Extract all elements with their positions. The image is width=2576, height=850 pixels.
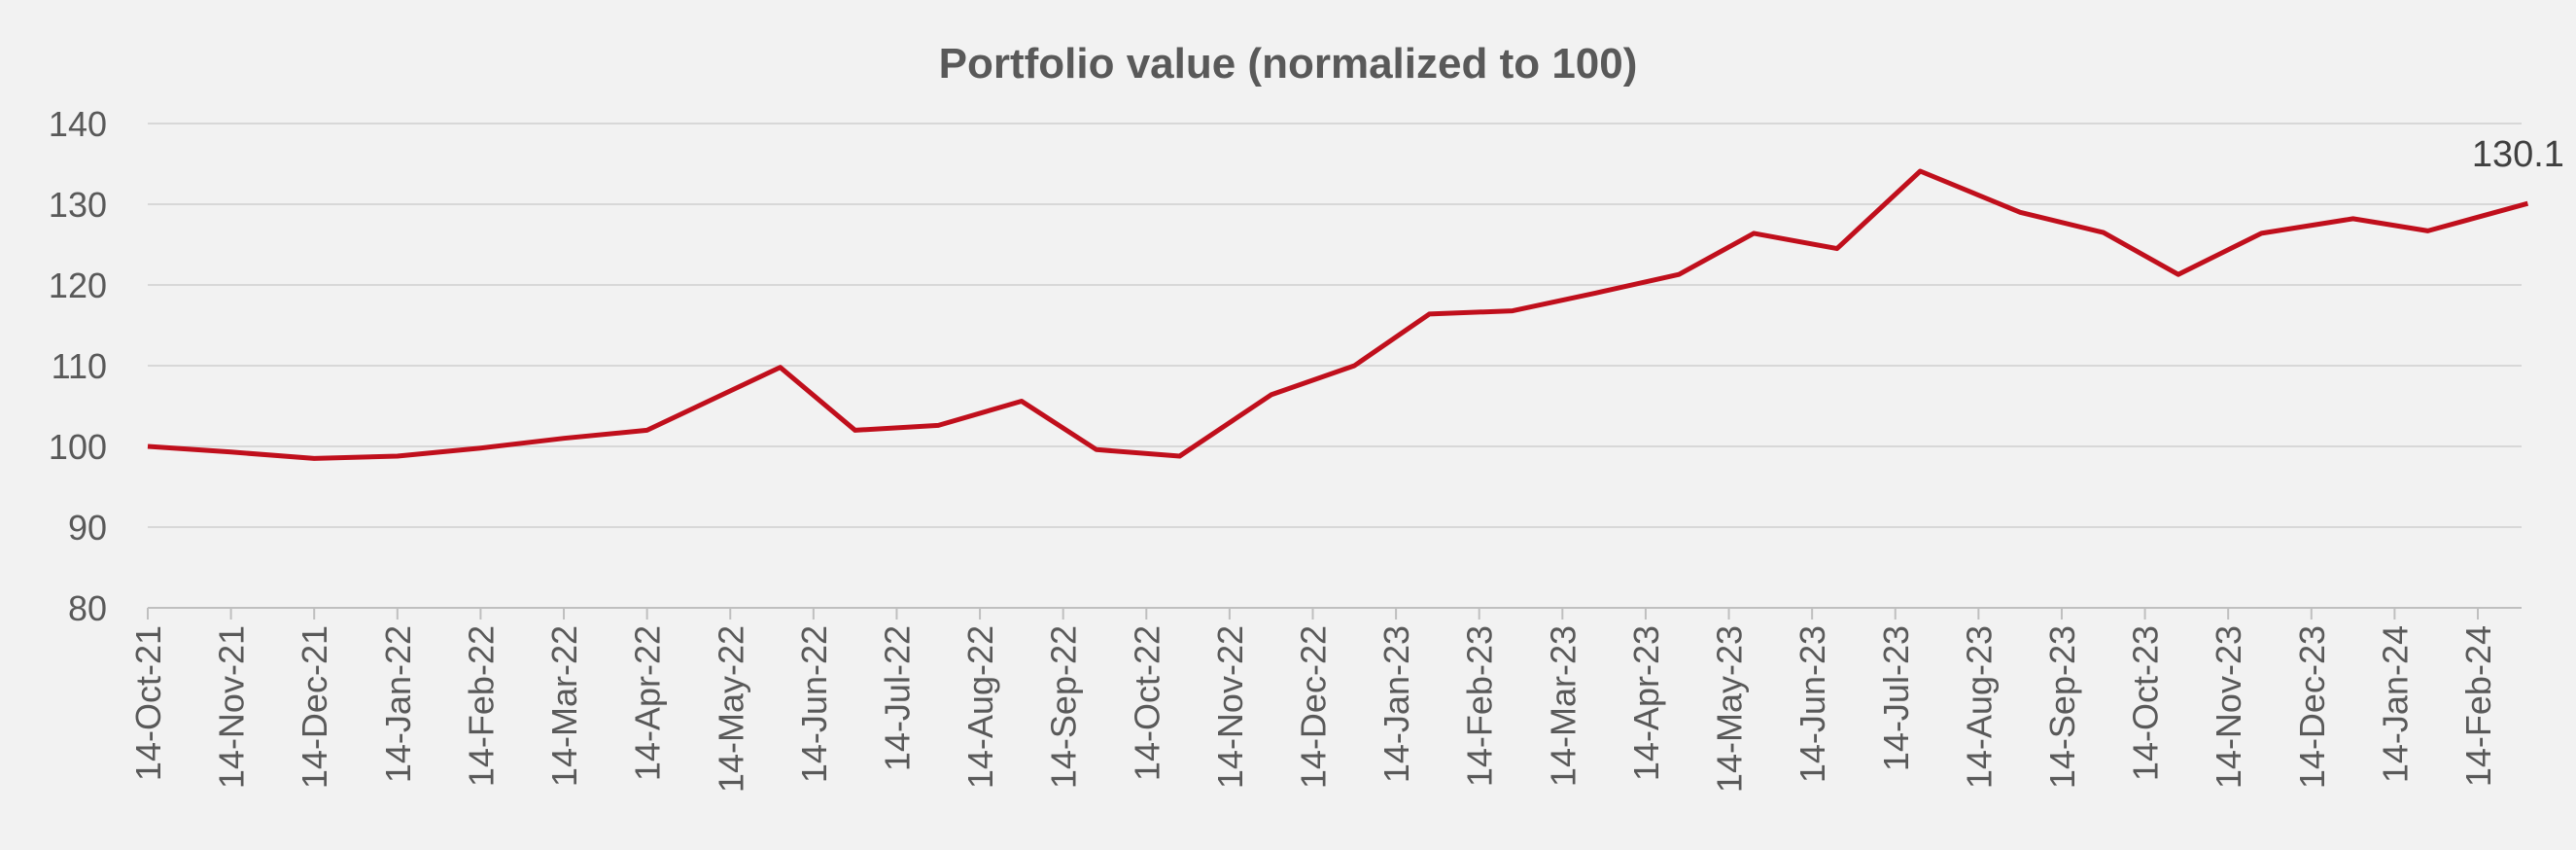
x-tick-label: 14-Sep-23 (2042, 625, 2082, 789)
x-tick-label: 14-Feb-24 (2458, 625, 2498, 787)
x-tick-label: 14-Jan-24 (2375, 625, 2415, 783)
y-tick-label: 120 (49, 266, 107, 305)
x-tick-label: 14-Dec-23 (2292, 625, 2332, 789)
series-line (147, 168, 2529, 461)
chart-title: Portfolio value (normalized to 100) (939, 40, 1638, 88)
y-tick-label: 90 (68, 508, 107, 548)
x-tick-label: 14-Nov-23 (2209, 625, 2248, 789)
x-tick-label: 14-Mar-23 (1543, 625, 1583, 787)
x-tick-label: 14-Nov-21 (212, 625, 252, 789)
x-tick-label: 14-Feb-23 (1460, 625, 1500, 787)
x-tick-label: 14-Jan-22 (378, 625, 418, 783)
x-tick-label: 14-Jun-23 (1793, 625, 1832, 783)
x-tick-label: 14-May-22 (711, 625, 750, 793)
x-tick-label: 14-Jan-23 (1376, 625, 1416, 783)
data-label: 130.1 (2472, 134, 2564, 175)
y-tick-label: 80 (68, 588, 107, 628)
x-tick-label: 14-Dec-21 (295, 625, 334, 789)
x-tick-label: 14-Aug-23 (1959, 625, 1999, 789)
x-tick-label: 14-Oct-21 (128, 625, 168, 781)
x-tick-label: 14-Jul-23 (1876, 625, 1916, 771)
x-tick-label: 14-Feb-22 (461, 625, 501, 787)
x-tick-label: 14-Nov-22 (1210, 625, 1250, 789)
y-tick-label: 140 (49, 104, 107, 144)
x-tick-label: 14-Oct-22 (1127, 625, 1166, 781)
x-tick-label: 14-Apr-23 (1626, 625, 1666, 781)
x-tick-label: 14-Oct-23 (2126, 625, 2166, 781)
y-tick-label: 130 (49, 185, 107, 225)
y-tick-label: 100 (49, 427, 107, 467)
y-tick-label: 110 (52, 346, 107, 386)
x-tick-label: 14-Dec-22 (1294, 625, 1334, 789)
x-tick-label: 14-Aug-22 (960, 625, 1000, 789)
x-tick-label: 14-Jul-22 (877, 625, 917, 771)
x-tick-label: 14-Jun-22 (794, 625, 834, 783)
x-tick-label: 14-May-23 (1710, 625, 1750, 793)
x-tick-label: 14-Mar-22 (544, 625, 584, 787)
x-tick-label: 14-Sep-22 (1044, 625, 1084, 789)
x-tick-label: 14-Apr-22 (628, 625, 668, 781)
